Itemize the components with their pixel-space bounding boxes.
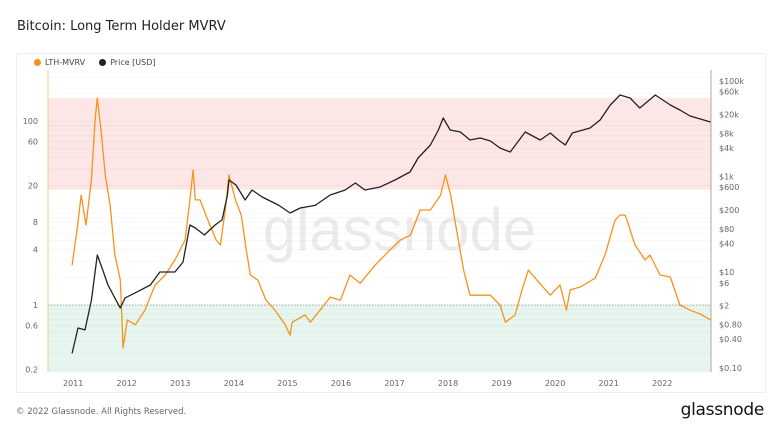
y-left-tick-label: 0.6	[25, 321, 38, 330]
legend-item-price[interactable]: Price [USD]	[99, 58, 156, 67]
watermark: glassnode	[263, 196, 537, 263]
y-right-tick-label: $8k	[719, 129, 734, 138]
x-tick-label: 2014	[224, 379, 244, 388]
legend-dot-icon	[99, 59, 107, 66]
series-line-lth-mvrv	[71, 97, 711, 349]
glassnode-logo: glassnode	[680, 400, 765, 420]
x-tick-label: 2017	[384, 379, 404, 388]
y-right-tick-label: $0.40	[719, 335, 742, 344]
chart-title: Bitcoin: Long Term Holder MVRV	[17, 19, 226, 34]
band-undervalued	[48, 305, 711, 372]
x-tick-label: 2016	[331, 379, 351, 388]
band-overvalued	[48, 98, 711, 190]
legend-item-lth-mvrv[interactable]: LTH-MVRV	[34, 58, 85, 67]
y-left-tick-label: 60	[28, 138, 38, 147]
y-right-tick-label: $20k	[719, 110, 739, 119]
y-right-tick-label: $100k	[719, 77, 744, 86]
legend-label: LTH-MVRV	[45, 58, 86, 67]
y-left-tick-label: 8	[33, 218, 38, 227]
y-right-tick-label: $10	[719, 268, 734, 277]
y-right-tick-label: $4k	[719, 144, 734, 153]
y-left-tick-label: 0.2	[25, 365, 38, 374]
y-left-tick-label: 100	[23, 117, 38, 126]
y-right-tick-label: $2	[719, 302, 729, 311]
x-tick-label: 2021	[599, 379, 619, 388]
x-tick-label: 2013	[170, 379, 190, 388]
x-tick-label: 2019	[491, 379, 511, 388]
y-right-tick-label: $40	[719, 239, 734, 248]
copyright: © 2022 Glassnode. All Rights Reserved.	[16, 407, 187, 417]
y-right-tick-label: $60k	[719, 88, 739, 97]
y-right-tick-label: $80	[719, 225, 734, 234]
y-right-tick-label: $0.10	[719, 364, 742, 373]
y-right-tick-label: $6	[719, 279, 729, 288]
y-right-tick-label: $600	[719, 183, 739, 192]
x-tick-label: 2015	[277, 379, 297, 388]
series-line-price	[71, 94, 711, 354]
x-tick-label: 2012	[117, 379, 137, 388]
y-right-tick-label: $0.80	[719, 321, 742, 330]
y-left-tick-label: 4	[33, 246, 38, 255]
legend-dot-icon	[34, 59, 41, 66]
y-left-tick-label: 1	[33, 301, 38, 310]
x-tick-label: 2011	[63, 379, 83, 388]
legend-label: Price [USD]	[110, 58, 156, 67]
chart-card	[16, 53, 766, 393]
y-right-tick-label: $200	[719, 206, 739, 215]
y-left-tick-label: 20	[28, 181, 38, 190]
x-tick-label: 2018	[438, 379, 458, 388]
legend: LTH-MVRV Price [USD]	[34, 58, 156, 67]
y-right-tick-label: $1k	[719, 173, 734, 182]
x-tick-label: 2020	[545, 379, 565, 388]
x-tick-label: 2022	[652, 379, 672, 388]
